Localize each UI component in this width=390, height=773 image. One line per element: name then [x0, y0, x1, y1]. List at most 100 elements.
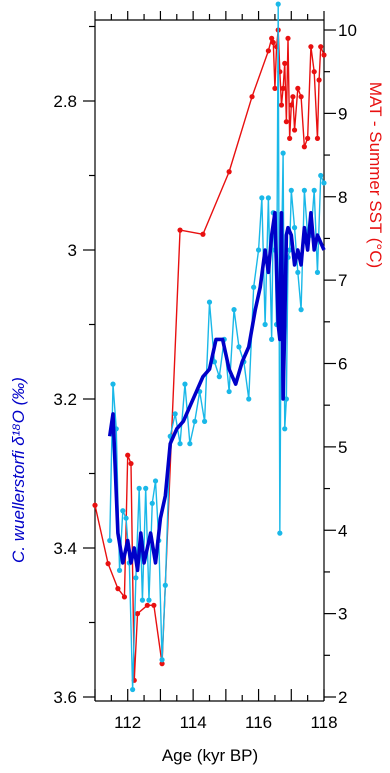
- sst-series-point: [287, 135, 293, 141]
- isotope-series-point: [262, 321, 268, 328]
- sst-series-point: [177, 227, 183, 233]
- isotope-series-point: [107, 537, 113, 544]
- sst-series-point: [159, 661, 165, 667]
- sst-series-point: [125, 452, 131, 458]
- sst-series-point: [270, 39, 276, 46]
- y-left-tick-label: 3.6: [53, 688, 77, 707]
- sst-series-point: [321, 52, 327, 58]
- isotope-series-point: [149, 500, 155, 506]
- sst-series-point: [311, 69, 317, 75]
- isotope-series-point: [110, 381, 116, 387]
- isotope-series-point: [226, 388, 232, 395]
- isotope-series-point: [182, 381, 188, 387]
- isotope-series-point: [159, 657, 165, 663]
- y-left-tick-label: 2.8: [53, 92, 77, 111]
- isotope-series-point: [283, 396, 289, 402]
- sst-series-point: [115, 586, 121, 592]
- y-left-tick-label: 3.4: [53, 539, 77, 558]
- sst-series-point: [128, 460, 134, 467]
- isotope-series-point: [275, 1, 281, 7]
- isotope-series: [107, 1, 327, 693]
- y-right-tick-label: 8: [338, 188, 347, 207]
- left-axis-title: C. wuellerstorfi δ¹⁸O (‰): [9, 377, 28, 563]
- sst-series-point: [301, 144, 307, 150]
- y-left-tick-label: 3.2: [53, 390, 77, 409]
- isotope-series-point: [321, 180, 327, 186]
- sst-series-point: [314, 135, 321, 141]
- sst-series-point: [121, 594, 128, 600]
- sst-series-point: [318, 44, 324, 50]
- isotope-series-point: [251, 284, 257, 290]
- sst-series: [92, 27, 327, 683]
- axis-ticks: 112 114 116 118 2.8 3 3.2 3.4 3.6 2 3 4 5 6 7 8 9 10: [53, 11, 357, 732]
- isotope-series-point: [314, 269, 321, 275]
- sst-series-point: [144, 602, 150, 608]
- sst-series-point: [269, 35, 275, 41]
- sst-series-point: [249, 94, 255, 100]
- isotope-series-point: [282, 426, 288, 432]
- isotope-series-point: [123, 515, 129, 521]
- isotope-series-point: [288, 187, 294, 193]
- isotope-series-point: [298, 307, 304, 313]
- y-right-tick-label: 10: [338, 21, 357, 40]
- sst-series-point: [285, 35, 291, 41]
- isotope-series-point: [192, 418, 198, 424]
- y-right-tick-label: 3: [338, 605, 347, 624]
- isotope-series-point: [136, 485, 142, 491]
- isotope-series-point: [201, 418, 208, 424]
- isotope-series-point: [255, 247, 262, 253]
- isotope-series-point: [146, 597, 152, 603]
- isotope-series-point: [130, 686, 136, 693]
- right-axis-title: MAT - Summer SST (°C): [366, 82, 385, 268]
- isotope-series-point: [295, 269, 301, 275]
- isotope-series-point: [269, 336, 275, 342]
- isotope-series-point: [311, 187, 317, 193]
- isotope-series-point: [231, 307, 237, 313]
- smoothed-isotope-series: [107, 210, 326, 573]
- sst-series-point: [151, 602, 157, 608]
- isotope-series-point: [152, 478, 159, 484]
- isotope-series-point: [246, 396, 252, 402]
- series-layer: [92, 1, 327, 693]
- x-tick-label: 116: [245, 713, 272, 732]
- y-left-tick-label: 3: [68, 241, 77, 260]
- y-right-tick-label: 7: [338, 271, 347, 290]
- y-right-tick-label: 4: [338, 521, 347, 540]
- x-axis-title: Age (kyr BP): [162, 746, 258, 765]
- sst-series-point: [92, 502, 98, 508]
- y-right-tick-label: 9: [338, 104, 347, 123]
- isotope-series-point: [206, 299, 213, 305]
- isotope-series-point: [280, 150, 286, 156]
- isotope-series-point: [259, 195, 265, 201]
- isotope-series-point: [116, 567, 123, 573]
- x-tick-label: 114: [180, 713, 207, 732]
- isotope-series-point: [277, 530, 283, 536]
- sst-series-point: [280, 85, 286, 91]
- sst-series-point: [134, 611, 141, 617]
- isotope-series-point: [133, 575, 139, 581]
- isotope-series-point: [287, 247, 293, 253]
- sst-series-point: [226, 169, 232, 175]
- y-right-tick-label: 5: [338, 438, 347, 457]
- sst-series-point: [308, 44, 314, 50]
- isotope-series-point: [291, 225, 298, 231]
- smoothed-isotope-series-line: [107, 210, 326, 573]
- sst-series-point: [283, 119, 289, 125]
- sst-series-point: [265, 48, 271, 54]
- isotope-series-point: [236, 344, 242, 350]
- sst-series-point: [278, 102, 285, 108]
- sst-series-point: [291, 127, 298, 133]
- sst-series-point: [298, 94, 304, 100]
- isotope-series-point: [162, 582, 168, 588]
- sst-series-point: [282, 60, 288, 66]
- sst-series-point: [105, 561, 111, 567]
- sst-series-point: [316, 77, 322, 83]
- isotope-series-point: [172, 411, 178, 417]
- y-right-tick-label: 2: [338, 688, 347, 707]
- sst-series-point: [288, 102, 294, 108]
- sst-series-point: [200, 231, 206, 237]
- isotope-series-point: [301, 187, 307, 193]
- x-tick-label: 112: [114, 713, 141, 732]
- isotope-series-point: [265, 195, 271, 201]
